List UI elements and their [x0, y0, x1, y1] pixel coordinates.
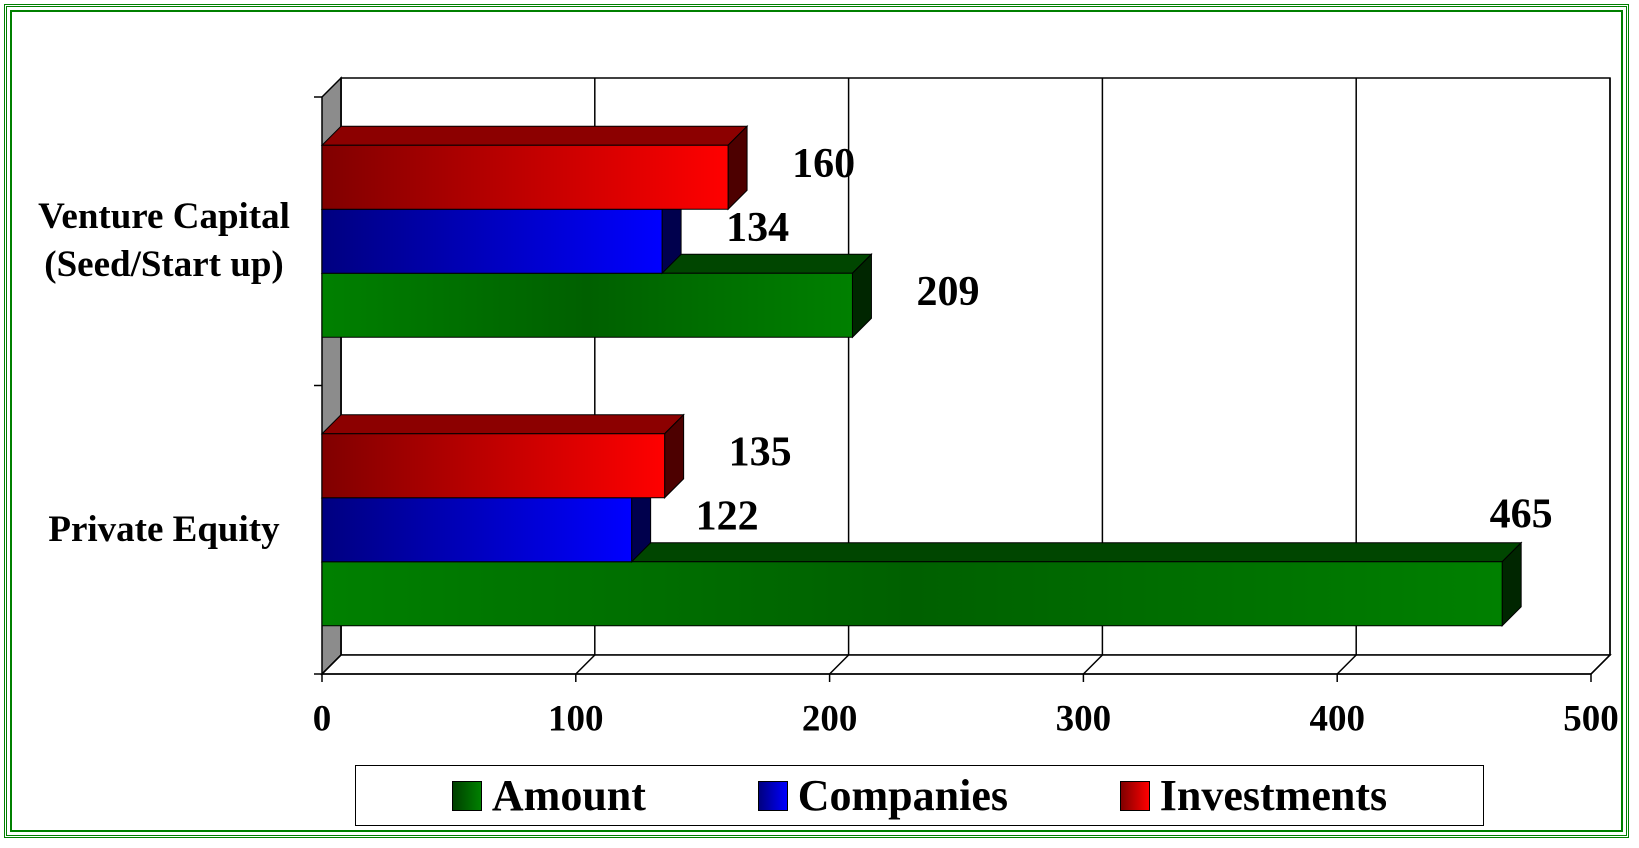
data-label: 122 — [696, 493, 759, 539]
floor-tick — [1336, 654, 1357, 675]
floor-tick — [1590, 654, 1611, 675]
data-label: 134 — [726, 205, 789, 251]
bar-top — [320, 125, 749, 146]
legend-label: Companies — [797, 771, 1008, 820]
legend-item: Companies — [757, 770, 1008, 821]
bar-top — [320, 414, 685, 435]
bar — [321, 433, 666, 499]
legend-swatch — [757, 780, 788, 811]
x-tick-label: 0 — [313, 698, 332, 739]
bar — [321, 497, 633, 563]
legend-item: Amount — [451, 770, 646, 821]
chart-frame — [4, 4, 1629, 838]
bar — [321, 561, 1503, 627]
data-label: 160 — [792, 141, 855, 187]
bar — [321, 144, 729, 210]
legend-swatch — [451, 780, 482, 811]
floor-tick — [1082, 654, 1103, 675]
x-tick-label: 300 — [1056, 698, 1112, 739]
floor — [320, 654, 1612, 675]
data-label: 135 — [729, 429, 792, 475]
x-tick-label: 100 — [548, 698, 604, 739]
data-label: 465 — [1490, 491, 1553, 537]
floor-tick — [321, 654, 342, 675]
x-tick-label: 400 — [1309, 698, 1365, 739]
data-label: 209 — [916, 269, 979, 315]
bar — [321, 272, 853, 338]
x-tick-label: 200 — [802, 698, 858, 739]
y-tick-label: Private Equity — [48, 508, 280, 550]
legend-label: Amount — [491, 771, 646, 820]
legend-label: Investments — [1159, 771, 1388, 820]
floor-tick — [829, 654, 850, 675]
floor-tick — [575, 654, 596, 675]
legend-swatch — [1119, 780, 1150, 811]
legend-item: Investments — [1119, 770, 1388, 821]
bar — [321, 208, 663, 274]
legend: Amount Companies Investments — [355, 765, 1484, 826]
y-tick-label: Venture Capital (Seed/Start up) — [38, 196, 290, 286]
x-tick-label: 500 — [1563, 698, 1619, 739]
